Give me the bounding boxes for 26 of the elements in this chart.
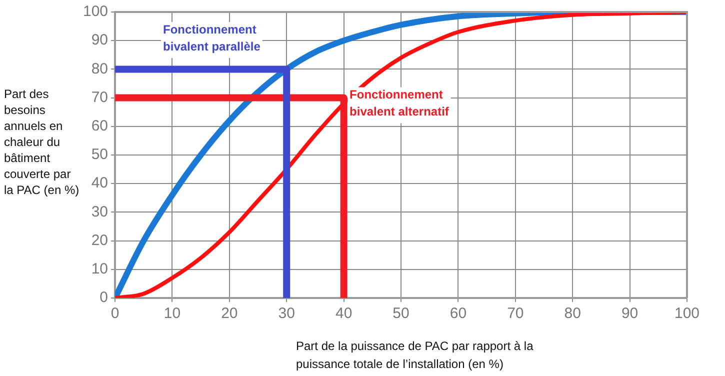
x-tick-label: 20	[221, 305, 238, 322]
x-tick-label: 30	[278, 305, 295, 322]
y-tick-label: 50	[91, 146, 108, 164]
y-tick-label: 10	[91, 260, 108, 278]
y-tick-label: 20	[91, 232, 108, 249]
y-axis-title: Part des besoins annuels en chaleur du bâtiment couverte par la PAC (en %)	[4, 86, 80, 198]
y-tick-label: 70	[91, 88, 108, 106]
annotation: Fonctionnement bivalent parallèle	[163, 22, 261, 54]
y-tick-label: 60	[91, 118, 108, 135]
y-tick-label: 30	[91, 203, 108, 220]
x-tick-label: 70	[507, 305, 524, 322]
x-tick-label: 0	[110, 305, 120, 322]
y-tick-label: 0	[100, 289, 108, 306]
x-tick-label: 50	[392, 305, 410, 322]
x-tick-label: 10	[164, 305, 181, 322]
y-tick-label: 40	[91, 174, 108, 192]
y-tick-label: 90	[91, 32, 108, 49]
y-tick-label: 100	[82, 3, 108, 20]
x-tick-label: 40	[335, 305, 352, 322]
y-tick-label: 80	[91, 60, 108, 78]
x-tick-label: 60	[450, 305, 467, 322]
x-tick-label: 80	[564, 305, 581, 322]
x-tick-label: 90	[621, 305, 638, 322]
annotation: Fonctionnement bivalent alternatif	[350, 88, 450, 119]
x-axis-title: Part de la puissance de PAC par rapport à la puissance totale de l’installation (en %)	[296, 338, 534, 373]
x-tick-label: 100	[674, 305, 700, 322]
